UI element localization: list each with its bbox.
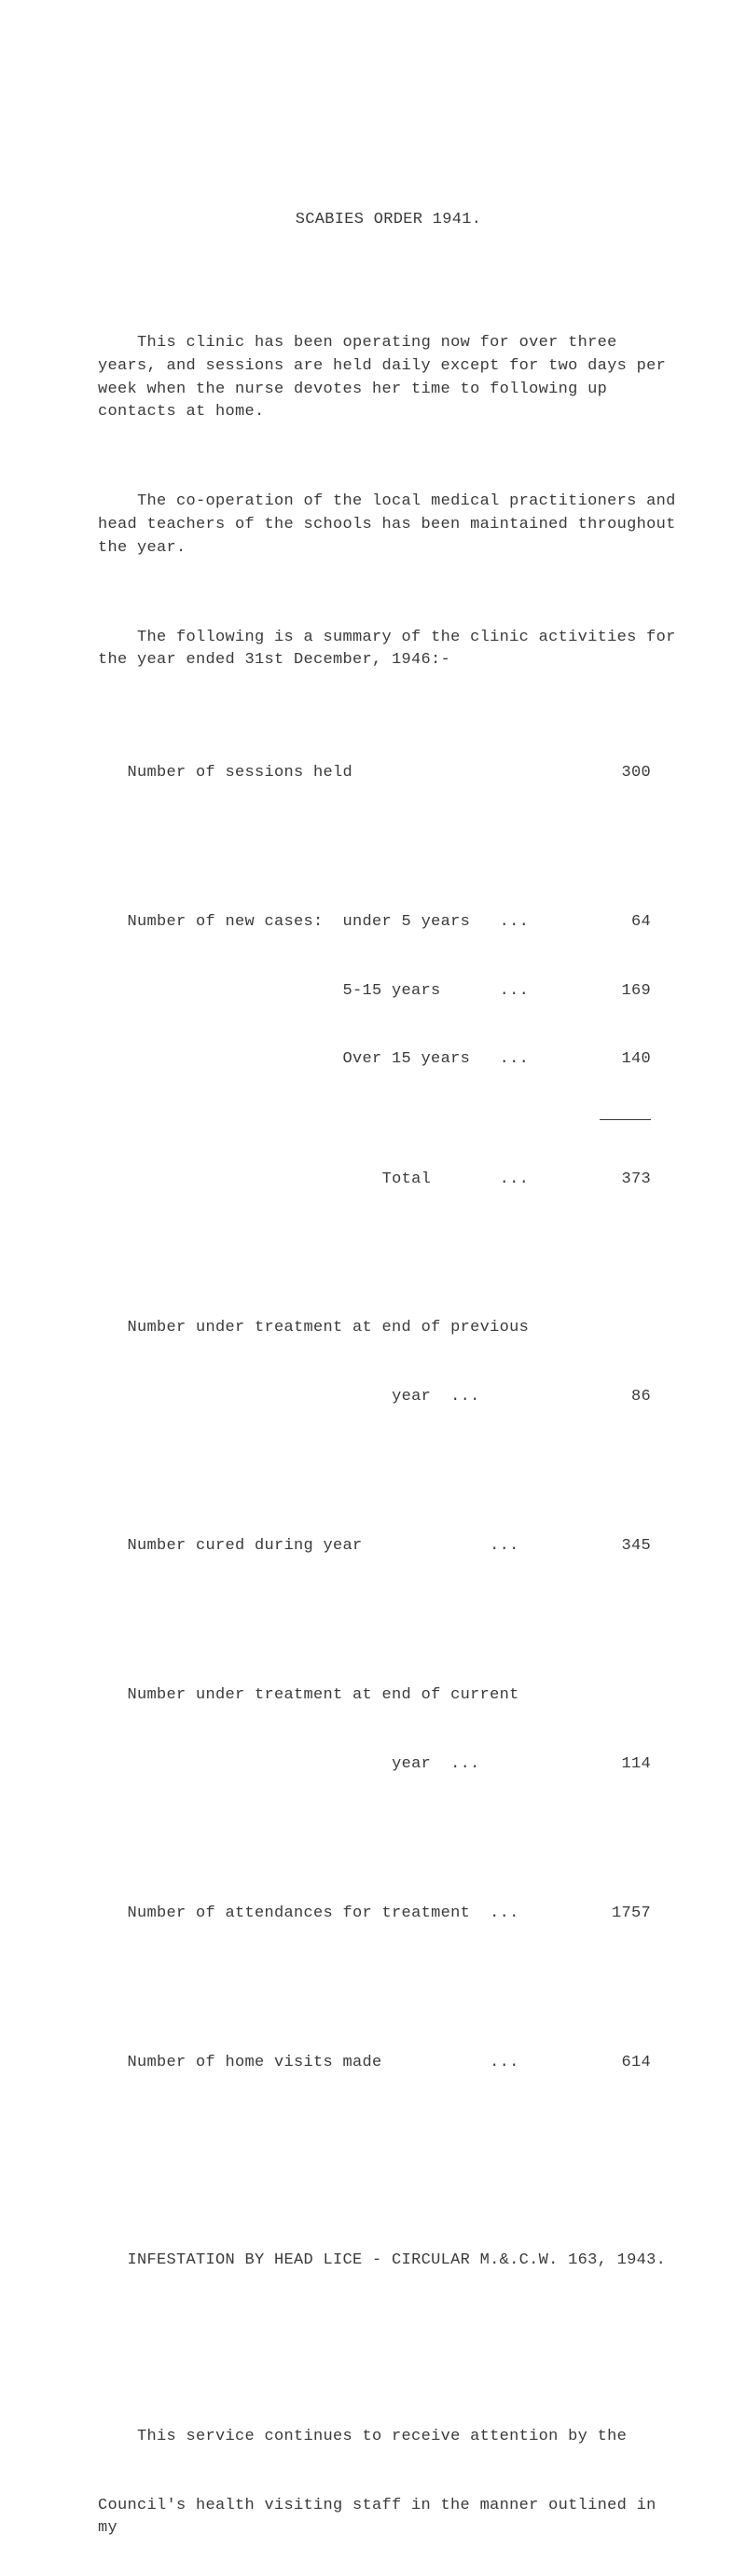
row-under5: Number of new cases: under 5 years ... 6… [98,911,679,935]
paragraph-5: Council's health visiting staff in the m… [98,2495,679,2541]
value: 1757 [567,1903,679,1926]
label: Over 15 years ... [98,1048,567,1072]
sum-rule [600,1119,651,1120]
label: Number of home visits made ... [98,2052,567,2075]
value: 64 [567,911,679,935]
value [567,1684,679,1708]
label: year ... [98,1386,567,1409]
value: 373 [567,1169,679,1192]
label: Number of sessions held [98,762,567,785]
row-prev-1: Number under treatment at end of previou… [98,1317,679,1340]
label: year ... [98,1753,567,1777]
row-over15: Over 15 years ... 140 [98,1048,679,1072]
page: SCABIES ORDER 1941. This clinic has been… [0,0,746,2576]
value [567,1317,679,1340]
label: Number cured during year ... [98,1535,567,1558]
row-5-15: 5-15 years ... 169 [98,980,679,1004]
value: 86 [567,1386,679,1409]
label: 5-15 years ... [98,980,567,1004]
paragraph-1: This clinic has been operating now for o… [98,332,679,424]
row-current-1: Number under treatment at end of current [98,1684,679,1708]
row-cured: Number cured during year ... 345 [98,1535,679,1558]
value: 114 [567,1753,679,1777]
row-attendances: Number of attendances for treatment ... … [98,1903,679,1926]
infestation-heading: INFESTATION BY HEAD LICE - CIRCULAR M.&.… [98,2250,679,2273]
label: Number of attendances for treatment ... [98,1903,567,1926]
value: 169 [567,980,679,1004]
row-sessions: Number of sessions held 300 [98,762,679,785]
row-prev-2: year ... 86 [98,1386,679,1409]
value: 140 [567,1048,679,1072]
label: Number under treatment at end of current [98,1684,567,1708]
document-title: SCABIES ORDER 1941. [98,209,679,232]
label: Number under treatment at end of previou… [98,1317,567,1340]
label: Total ... [98,1169,567,1192]
value: 345 [567,1535,679,1558]
paragraph-2: The co-operation of the local medical pr… [98,491,679,560]
paragraph-4: This service continues to receive attent… [98,2426,679,2449]
label: Number of new cases: under 5 years ... [98,911,567,935]
row-current-2: year ... 114 [98,1753,679,1777]
value: 614 [567,2052,679,2075]
paragraph-3: The following is a summary of the clinic… [98,627,679,672]
row-visits: Number of home visits made ... 614 [98,2052,679,2075]
value: 300 [567,762,679,785]
row-total: Total ... 373 [98,1169,679,1192]
